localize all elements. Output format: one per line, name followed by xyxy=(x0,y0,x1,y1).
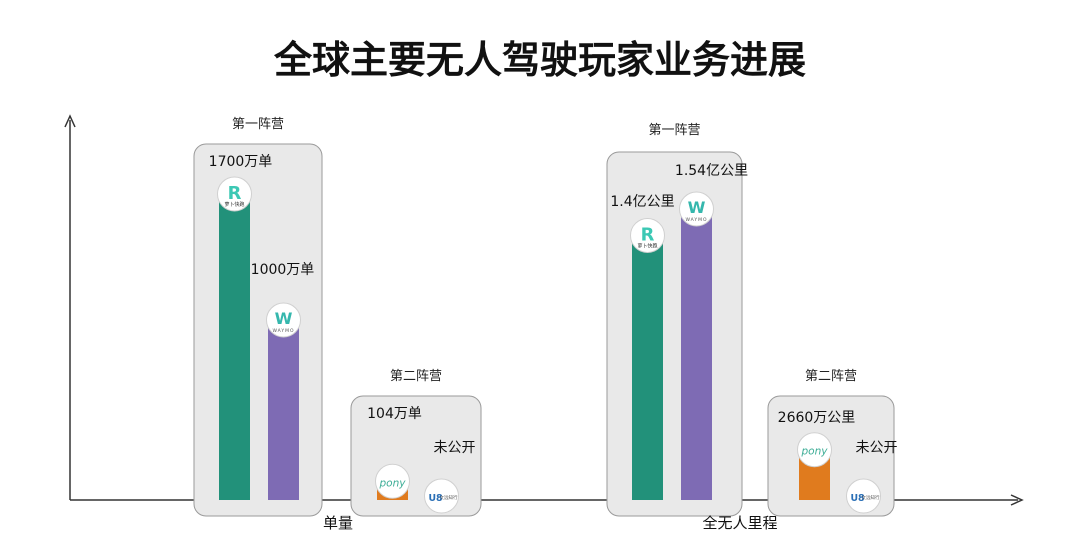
plot-area: 第一阵营R萝卜快跑1700万单WWAYMO1000万单第二阵营pony104万单… xyxy=(193,117,898,532)
weride-logo-circle xyxy=(846,478,881,514)
bar-value-label: 未公开 xyxy=(856,440,898,456)
x-category-label: 单量 xyxy=(323,514,353,532)
pony-logo-circle xyxy=(797,432,832,468)
weride-logo-text: 文远知行 xyxy=(440,494,458,501)
bar xyxy=(219,194,250,500)
radish-logo-circle xyxy=(630,217,665,253)
waymo-logo-text: WAYMO xyxy=(272,328,294,334)
bar xyxy=(681,209,712,500)
bar-value-label: 1.54亿公里 xyxy=(675,163,748,179)
bar-group: pony 2660万公里 xyxy=(778,410,856,500)
radish-logo-text: 萝卜快跑 xyxy=(637,242,657,249)
bar-value-label: 104万单 xyxy=(367,406,422,422)
waymo-logo-mark: W xyxy=(275,309,293,328)
waymo-logo-text: WAYMO xyxy=(685,217,707,223)
weride-logo-mark: U8 xyxy=(428,493,442,504)
bar-group: pony 104万单 xyxy=(367,406,422,500)
bar-value-label: 1000万单 xyxy=(251,262,315,278)
radish-logo-text: 萝卜快跑 xyxy=(224,201,244,208)
weride-logo-circle xyxy=(424,478,459,514)
tier-label: 第二阵营 xyxy=(805,369,857,384)
pony-logo-circle xyxy=(375,463,410,499)
x-axis-arrow xyxy=(1010,494,1024,506)
pony-logo-mark: pony xyxy=(800,446,828,458)
chart-title: 全球主要无人驾驶玩家业务进展 xyxy=(273,38,806,82)
waymo-logo-circle xyxy=(266,302,301,338)
y-axis-arrow xyxy=(64,114,76,128)
tier-box xyxy=(193,143,323,517)
bar-value-label: 2660万公里 xyxy=(778,410,856,426)
weride-logo-text: 文远知行 xyxy=(862,494,880,501)
radish-logo-mark: R xyxy=(641,224,655,245)
bar xyxy=(632,235,663,501)
tier-label: 第一阵营 xyxy=(232,117,284,132)
bar-value-label: 1.4亿公里 xyxy=(610,194,674,210)
tier-label: 第二阵营 xyxy=(390,369,442,384)
tier-label: 第一阵营 xyxy=(648,123,700,138)
radish-logo-circle xyxy=(217,176,252,212)
radish-logo-mark: R xyxy=(228,183,242,204)
x-category-label: 全无人里程 xyxy=(702,514,777,532)
bar-value-label: 未公开 xyxy=(434,440,476,456)
bar xyxy=(268,320,299,500)
pony-logo-mark: pony xyxy=(378,477,406,489)
bar-value-label: 1700万单 xyxy=(209,154,273,170)
waymo-logo-circle xyxy=(679,191,714,227)
weride-logo-mark: U8 xyxy=(850,493,864,504)
waymo-logo-mark: W xyxy=(688,198,706,217)
